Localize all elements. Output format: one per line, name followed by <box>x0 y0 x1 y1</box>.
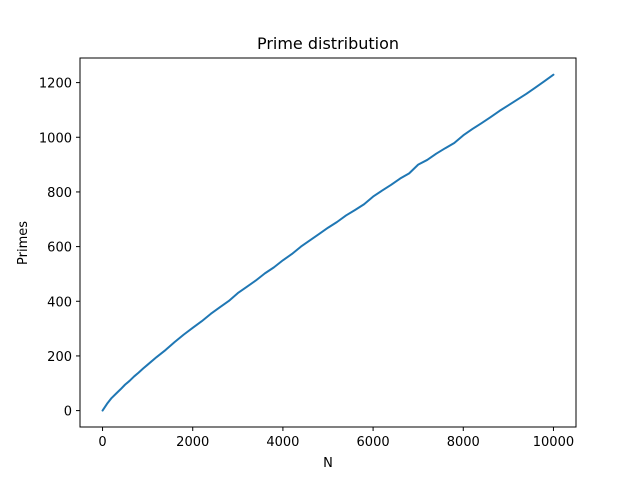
x-tick-label: 6000 <box>357 435 390 450</box>
y-tick-label: 200 <box>47 350 72 365</box>
y-axis-ticks: 0 200 400 600 800 1000 1200 <box>39 77 80 420</box>
y-tick-label: 1200 <box>39 77 72 92</box>
plot-area-frame <box>79 57 577 428</box>
y-axis-label: Primes <box>16 221 31 265</box>
x-tick-label: 4000 <box>266 435 299 450</box>
x-tick-label: 8000 <box>447 435 480 450</box>
series-line-0 <box>101 73 555 412</box>
x-axis-label: N <box>323 456 333 471</box>
y-tick-label: 600 <box>47 241 72 256</box>
x-tick-label: 0 <box>98 435 106 450</box>
x-tick-label: 10000 <box>533 435 574 450</box>
y-tick-label: 800 <box>47 186 72 201</box>
y-tick-label: 1000 <box>39 131 72 146</box>
series-layer <box>101 73 555 412</box>
chart-title: Prime distribution <box>257 34 399 53</box>
y-tick-label: 0 <box>64 405 72 420</box>
y-tick-label: 400 <box>47 295 72 310</box>
x-axis-ticks: 0 2000 4000 6000 8000 10000 <box>98 427 574 450</box>
x-tick-label: 2000 <box>176 435 209 450</box>
